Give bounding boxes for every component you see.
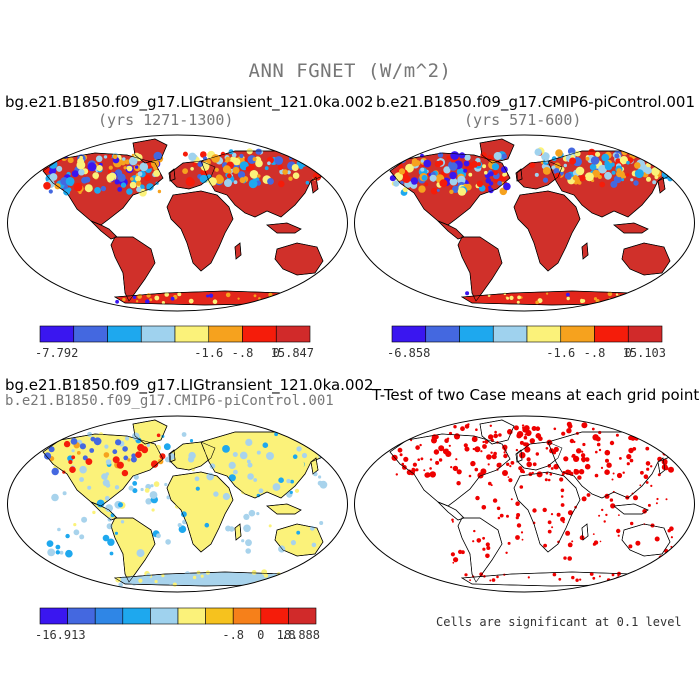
svg-text:15.847: 15.847 — [271, 346, 314, 360]
svg-text:0: 0 — [625, 346, 632, 360]
svg-text:0: 0 — [257, 628, 264, 642]
svg-text:-1.6: -1.6 — [194, 346, 223, 360]
panel3-subtitle: b.e21.B1850.f09_g17.CMIP6-piControl.001 — [5, 393, 334, 409]
svg-text:-16.913: -16.913 — [35, 628, 86, 642]
svg-text:.8: .8 — [281, 628, 295, 642]
svg-text:-.8: -.8 — [222, 628, 244, 642]
svg-text:-7.792: -7.792 — [35, 346, 78, 360]
svg-text:-.8: -.8 — [584, 346, 606, 360]
panel1-title: bg.e21.B1850.f09_g17.LIGtransient_121.0k… — [5, 93, 374, 111]
svg-text:15.103: 15.103 — [623, 346, 666, 360]
map-panel-2 — [352, 133, 697, 313]
map-panel-3 — [5, 414, 350, 594]
map-panel-1 — [5, 133, 350, 313]
panel2-subtitle: (yrs 571-600) — [464, 111, 582, 129]
panel2-title: b.e21.B1850.f09_g17.CMIP6-piControl.001 — [376, 93, 695, 111]
panel3-title: bg.e21.B1850.f09_g17.LIGtransient_121.0k… — [5, 376, 374, 394]
svg-text:-.8: -.8 — [232, 346, 254, 360]
significance-note: Cells are significant at 0.1 level — [436, 615, 682, 629]
panel4-title: T-Test of two Case means at each grid po… — [372, 386, 700, 404]
svg-text:-1.6: -1.6 — [546, 346, 575, 360]
figure-title: ANN FGNET (W/m^2) — [248, 60, 452, 82]
colorbar-1: -7.792 15.847 -1.6 -.8 0 — [35, 325, 314, 360]
svg-text:-6.858: -6.858 — [387, 346, 430, 360]
map-panel-4 — [352, 414, 697, 594]
svg-text:0: 0 — [273, 346, 280, 360]
panel1-subtitle: (yrs 1271-1300) — [98, 111, 234, 129]
colorbar-3: -16.913 18.888 -.8 0 .8 — [35, 607, 320, 642]
svg-text:18.888: 18.888 — [277, 628, 320, 642]
colorbar-2: -6.858 15.103 -1.6 -.8 0 — [387, 325, 666, 360]
